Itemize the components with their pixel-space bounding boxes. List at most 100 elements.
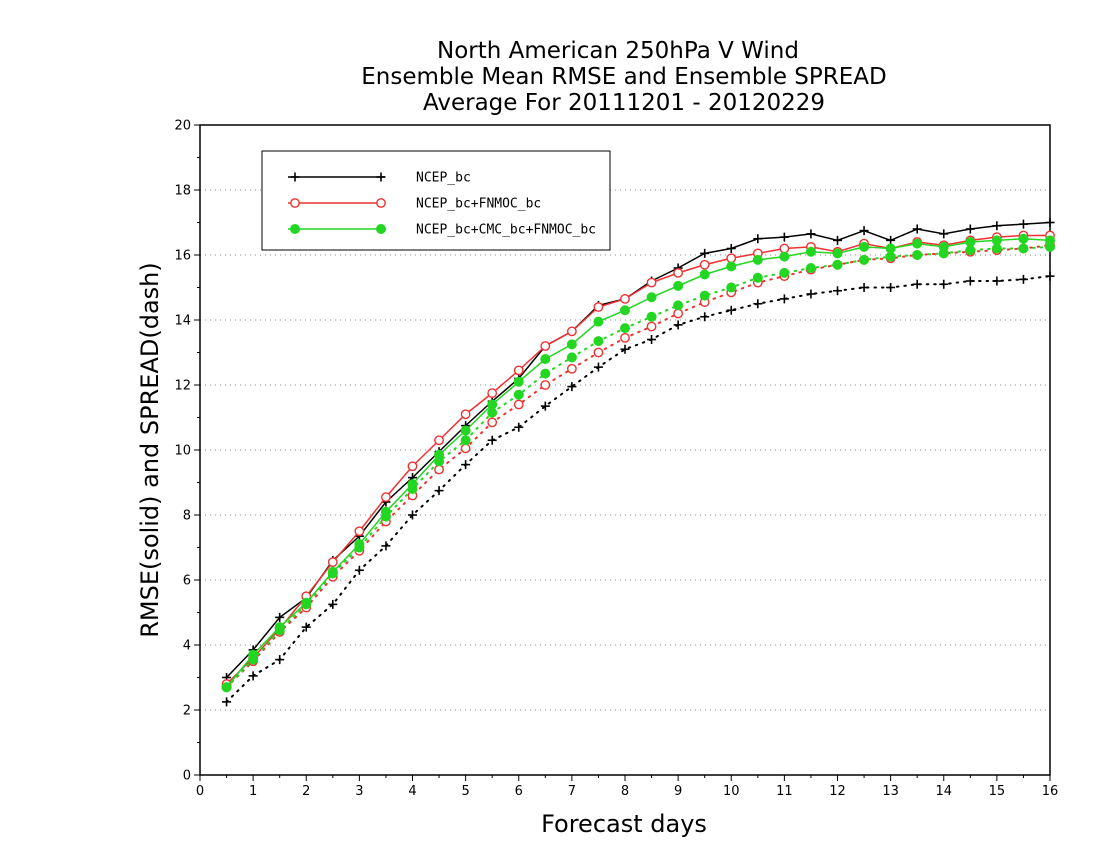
spread-point: [620, 344, 630, 354]
x-tick-label: 13: [882, 784, 899, 799]
rmse-point: [700, 248, 710, 258]
spread-point: [779, 267, 790, 278]
rmse-point: [753, 234, 763, 244]
spread-point: [859, 283, 869, 292]
spread-point: [753, 299, 763, 309]
legend-marker: [376, 198, 386, 208]
legend-label: NCEP_bc+FNMOC_bc: [416, 197, 541, 212]
rmse-point: [912, 224, 922, 234]
spread-point: [647, 335, 657, 344]
rmse-point: [673, 280, 684, 291]
rmse-point: [540, 354, 551, 364]
rmse-point: [886, 235, 896, 245]
spread-point: [965, 276, 975, 286]
y-tick-label: 0: [183, 769, 191, 784]
x-tick-label: 16: [1042, 784, 1059, 799]
rmse-point: [221, 682, 232, 693]
rmse-point: [646, 292, 657, 303]
spread-point: [513, 399, 524, 410]
spread-line: [225, 275, 1051, 703]
y-tick-label: 2: [183, 704, 191, 719]
series-ncep-bc-fnmoc-bc: [221, 230, 1055, 693]
rmse-point: [327, 566, 338, 577]
legend-marker: [376, 172, 386, 182]
spread-point: [593, 362, 603, 372]
x-tick-label: 11: [776, 784, 793, 799]
spread-point: [514, 422, 524, 432]
x-tick-label: 1: [249, 784, 257, 799]
series-ncep-bc-cmc-bc-fnmoc-bc: [221, 233, 1055, 693]
rmse-point: [434, 449, 445, 460]
y-tick-label: 18: [174, 184, 191, 199]
spread-point: [620, 332, 630, 343]
rmse-point: [354, 539, 365, 550]
legend-entry-ncep-bc: NCEP_bc: [288, 171, 471, 186]
spread-point: [912, 279, 922, 289]
rmse-point: [1045, 218, 1055, 227]
y-tick-label: 12: [174, 379, 191, 394]
x-tick-label: 15: [989, 784, 1006, 799]
spread-point: [567, 382, 577, 392]
y-tick-label: 8: [183, 509, 191, 524]
rmse-point: [965, 237, 976, 247]
y-tick-label: 14: [174, 314, 191, 329]
spread-point: [566, 352, 577, 363]
series-layer: [221, 218, 1055, 707]
x-tick-label: 14: [935, 784, 952, 799]
rmse-point: [779, 251, 790, 262]
y-tick-label: 4: [183, 639, 191, 654]
legend-entry-ncep-bc-fnmoc-bc: NCEP_bc+FNMOC_bc: [288, 197, 541, 212]
rmse-point: [726, 253, 737, 264]
x-axis-label: Forecast days: [541, 810, 707, 838]
spread-point: [301, 622, 311, 632]
legend-box: [261, 150, 611, 251]
rmse-point: [699, 269, 710, 280]
spread-line: [225, 245, 1051, 689]
spread-point: [513, 389, 524, 400]
rmse-point: [726, 244, 736, 253]
legend-marker: [290, 224, 300, 234]
spread-point: [620, 323, 630, 334]
rmse-point: [540, 341, 551, 351]
rmse-point: [752, 254, 763, 265]
rmse-point: [248, 649, 259, 660]
rmse-point: [832, 248, 843, 259]
rmse-point: [805, 246, 816, 257]
legend-marker: [376, 224, 386, 234]
spread-point: [593, 336, 604, 347]
spread-point: [859, 254, 870, 265]
rmse-point: [460, 409, 471, 420]
rmse-point: [885, 243, 896, 254]
spread-point: [328, 599, 338, 609]
spread-point: [540, 380, 551, 390]
chart-title-line-3: Average For 20111201 - 20120229: [423, 90, 825, 116]
rmse-point: [726, 261, 737, 272]
spread-point: [673, 300, 684, 311]
rmse-point: [566, 339, 577, 350]
spread-point: [540, 368, 551, 379]
x-tick-label: 6: [515, 784, 523, 799]
x-tick-label: 5: [461, 784, 469, 799]
y-tick-label: 16: [174, 249, 191, 264]
rmse-point: [938, 241, 949, 252]
legend-marker: [290, 198, 300, 208]
y-axis: 0 2 4 6 8 10 12 14 16 18 20: [174, 119, 200, 784]
spread-point: [833, 286, 842, 296]
rmse-point: [859, 226, 869, 236]
spread-point: [912, 250, 923, 260]
spread-point: [593, 347, 604, 358]
rmse-point: [965, 224, 975, 234]
spread-point: [460, 435, 471, 446]
x-tick-label: 2: [302, 784, 310, 799]
legend-marker: [290, 172, 300, 182]
spread-point: [673, 308, 684, 319]
rmse-point: [380, 506, 391, 517]
spread-point: [381, 541, 391, 551]
x-tick-label: 7: [568, 784, 576, 799]
rmse-point: [806, 229, 816, 239]
rmse-point: [301, 597, 312, 608]
spread-point: [222, 697, 232, 707]
spread-point: [886, 283, 896, 292]
x-axis: 0 1 2 3 4 5 6 7 8 9 10 11 12 13 14 15 16: [196, 775, 1058, 799]
